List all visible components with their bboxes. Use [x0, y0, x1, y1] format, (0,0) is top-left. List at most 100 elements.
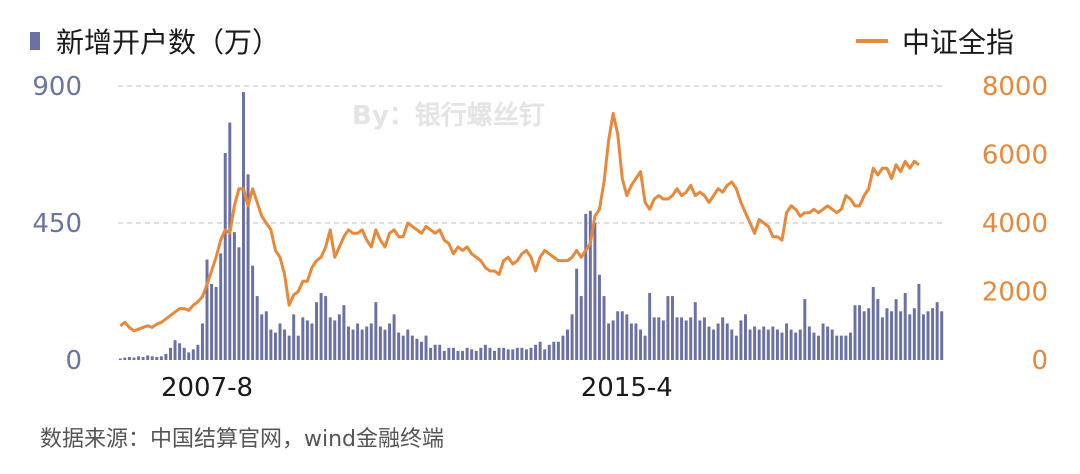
bar — [807, 326, 811, 360]
bar — [917, 283, 921, 360]
bar — [670, 296, 674, 360]
bar — [780, 332, 784, 360]
bar — [246, 174, 250, 360]
bar — [287, 335, 291, 360]
left-tick-label: 450 — [32, 209, 82, 239]
bar — [534, 344, 538, 360]
bar — [744, 314, 747, 360]
bar — [625, 314, 629, 360]
bar — [607, 323, 611, 360]
bar — [584, 213, 588, 360]
bar — [666, 296, 670, 360]
bar — [237, 247, 241, 360]
legend-line-label: 中证全指 — [902, 26, 1014, 59]
bar — [127, 356, 131, 360]
bar — [493, 350, 496, 360]
bar — [908, 314, 912, 360]
bar — [762, 326, 766, 360]
bar — [588, 210, 592, 360]
bar — [356, 323, 360, 360]
bar — [438, 344, 442, 360]
right-tick-label: 4000 — [982, 209, 1048, 239]
bar — [223, 152, 227, 360]
bar — [150, 356, 154, 360]
bar — [629, 323, 633, 360]
bar — [844, 335, 848, 360]
gridlines — [118, 85, 944, 224]
bar — [502, 347, 506, 360]
bar — [132, 357, 136, 360]
bar — [739, 320, 743, 360]
bar — [520, 347, 524, 360]
bar — [611, 320, 615, 360]
bar — [433, 344, 437, 360]
bar — [383, 329, 387, 360]
bar — [451, 347, 455, 360]
bar — [264, 311, 268, 360]
bar — [620, 311, 624, 360]
bar — [547, 344, 551, 360]
bar — [141, 356, 145, 360]
bar — [232, 232, 236, 360]
bar — [419, 341, 423, 360]
bar — [940, 311, 944, 360]
bar — [346, 326, 350, 360]
bar — [228, 122, 232, 360]
right-tick-label: 2000 — [982, 278, 1048, 308]
bar — [725, 323, 729, 360]
bar — [456, 350, 460, 360]
bar — [890, 311, 894, 360]
bar — [442, 350, 446, 360]
bar — [543, 349, 547, 360]
bar — [483, 344, 487, 360]
bar — [926, 311, 930, 360]
bar — [570, 314, 574, 360]
bar — [935, 302, 939, 360]
bar — [858, 305, 862, 360]
bar — [552, 341, 556, 360]
bar — [639, 329, 643, 360]
legend-bars-swatch — [30, 32, 40, 50]
bar — [593, 223, 597, 360]
bar — [871, 286, 875, 360]
bar — [388, 323, 392, 360]
bar — [730, 329, 734, 360]
bar — [283, 329, 287, 360]
bar — [757, 329, 761, 360]
bar — [351, 329, 355, 360]
bar — [524, 349, 528, 360]
x-axis-ticks: 2007-8 2015-4 — [161, 373, 673, 403]
right-tick-label: 6000 — [982, 141, 1048, 171]
bar — [789, 329, 793, 360]
bar — [301, 317, 305, 360]
bar — [137, 356, 141, 360]
bar — [337, 314, 341, 360]
bar — [118, 358, 122, 360]
bar — [689, 317, 693, 360]
bar — [698, 320, 702, 360]
x-tick-label: 2015-4 — [581, 373, 673, 403]
bar — [173, 340, 177, 360]
bar — [597, 274, 601, 360]
bar — [447, 347, 451, 360]
bar — [921, 314, 925, 360]
bar — [269, 329, 273, 360]
bar — [169, 347, 172, 360]
right-tick-label: 8000 — [982, 72, 1048, 102]
bar — [716, 323, 720, 360]
legend-bars-label: 新增开户数（万） — [56, 26, 280, 59]
bar — [894, 299, 898, 360]
bar — [798, 329, 802, 360]
bar — [474, 350, 478, 360]
bar — [748, 329, 752, 360]
bar — [876, 299, 880, 360]
bar — [821, 323, 825, 360]
bar — [397, 332, 401, 360]
left-axis-ticks: 0 450 900 — [32, 72, 82, 376]
bar — [429, 347, 433, 360]
bar — [931, 308, 935, 360]
bar — [771, 326, 775, 360]
bar — [835, 335, 839, 360]
legend-bars: 新增开户数（万） — [30, 26, 280, 59]
